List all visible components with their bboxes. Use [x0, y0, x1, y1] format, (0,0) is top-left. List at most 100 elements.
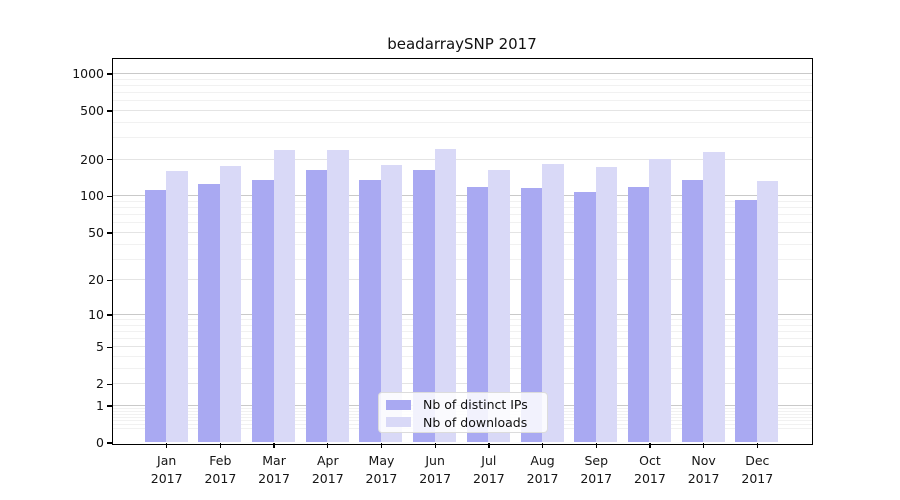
y-tick-mark [107, 279, 112, 282]
legend: Nb of distinct IPs Nb of downloads [378, 392, 548, 433]
x-tick-label-jul: Jul 2017 [459, 452, 519, 487]
bar-feb-downloads [219, 166, 242, 443]
minor-gridline [112, 84, 812, 86]
x-tick-mark [649, 443, 651, 448]
year-label: 2017 [204, 470, 237, 486]
year-label: 2017 [741, 470, 774, 486]
x-tick-label-may: May 2017 [351, 452, 411, 487]
x-tick-label-mar: Mar 2017 [244, 452, 304, 487]
minor-gridline [112, 324, 812, 326]
month-label: May [368, 453, 395, 468]
y-tick-label: 1 [96, 397, 104, 413]
month-label: Aug [530, 453, 555, 468]
x-tick-mark [488, 443, 490, 448]
y-tick-mark [107, 232, 112, 234]
bar-oct-ips [627, 187, 650, 443]
x-tick-label-jan: Jan 2017 [137, 452, 197, 487]
bar-aug-downloads [542, 163, 564, 443]
bar-oct-downloads [649, 159, 671, 443]
gridline-1000 [112, 72, 812, 74]
x-tick-mark [273, 443, 275, 448]
minor-gridline [112, 91, 812, 93]
x-tick-mark [380, 443, 383, 448]
bar-sep-ips [574, 192, 596, 443]
minor-gridline [112, 137, 812, 139]
minor-gridline [112, 367, 812, 369]
x-tick-mark [541, 443, 544, 448]
downloads-swatch-icon [386, 417, 411, 428]
minor-gridline [112, 258, 812, 260]
y-tick-label: 0 [96, 435, 104, 450]
x-tick-mark [327, 443, 329, 448]
year-label: 2017 [580, 470, 613, 486]
plot-area [111, 57, 813, 445]
y-tick-label: 100 [80, 188, 104, 204]
gridline-500 [112, 109, 812, 111]
gridline-2 [112, 383, 812, 385]
bar-nov-ips [681, 179, 704, 443]
x-tick-label-dec: Dec 2017 [727, 452, 787, 487]
gridline-5 [112, 346, 812, 348]
minor-gridline [112, 356, 812, 358]
bar-jan-downloads [166, 171, 188, 443]
legend-label-downloads: Nb of downloads [423, 414, 528, 430]
bar-mar-ips [252, 180, 274, 443]
minor-gridline [112, 207, 812, 209]
x-tick-label-aug: Aug 2017 [513, 452, 573, 487]
minor-gridline [112, 222, 812, 224]
month-label: Mar [262, 453, 286, 468]
year-label: 2017 [311, 470, 344, 486]
minor-gridline [112, 78, 812, 80]
y-tick-mark [107, 159, 112, 161]
x-tick-label-nov: Nov 2017 [674, 452, 734, 487]
bar-jan-ips [144, 190, 167, 443]
gridline-200 [112, 158, 812, 160]
minor-gridline [112, 330, 812, 332]
x-tick-label-apr: Apr 2017 [298, 452, 358, 487]
x-tick-mark [434, 443, 436, 448]
x-tick-mark [703, 443, 705, 448]
y-tick-mark [107, 442, 112, 444]
y-tick-label: 500 [80, 102, 104, 118]
month-label: Apr [316, 453, 339, 468]
y-tick-label: 50 [88, 224, 104, 240]
year-label: 2017 [258, 470, 290, 486]
minor-gridline [112, 201, 812, 203]
x-tick-label-jun: Jun 2017 [405, 452, 465, 487]
y-tick-mark [107, 405, 112, 407]
bar-feb-ips [198, 183, 220, 443]
y-tick-label: 5 [96, 339, 104, 355]
y-tick-label: 1000 [72, 65, 104, 81]
x-tick-mark [756, 443, 758, 448]
bar-sep-downloads [595, 167, 618, 443]
gridline-10 [112, 313, 812, 315]
x-tick-label-oct: Oct 2017 [620, 452, 680, 487]
year-label: 2017 [634, 470, 666, 486]
gridline-50 [112, 231, 812, 233]
bar-nov-downloads [703, 151, 725, 443]
year-label: 2017 [365, 470, 398, 486]
bar-mar-downloads [273, 149, 296, 443]
month-label: Sep [584, 453, 608, 468]
year-label: 2017 [150, 470, 183, 486]
legend-label-distinct-ips: Nb of distinct IPs [423, 397, 528, 413]
y-tick-label: 20 [88, 272, 104, 288]
y-tick-label: 10 [88, 306, 104, 322]
month-label: Jun [425, 453, 445, 468]
y-tick-label: 200 [80, 151, 104, 167]
year-label: 2017 [419, 470, 452, 486]
bar-dec-ips [735, 200, 757, 443]
bar-dec-downloads [756, 181, 779, 443]
year-label: 2017 [526, 470, 559, 486]
year-label: 2017 [472, 470, 505, 486]
minor-gridline [112, 100, 812, 102]
x-tick-mark [595, 443, 597, 448]
gridline-100 [112, 195, 812, 197]
bar-jul-ips [466, 187, 489, 443]
y-tick-mark [107, 383, 112, 385]
x-tick-mark [166, 443, 168, 448]
minor-gridline [112, 319, 812, 320]
y-tick-mark [107, 73, 112, 75]
month-label: Dec [745, 453, 770, 468]
